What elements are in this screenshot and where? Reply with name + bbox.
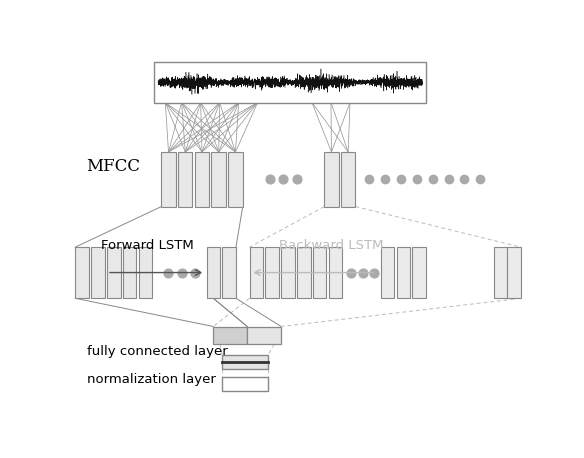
FancyBboxPatch shape	[213, 327, 247, 344]
Point	[475, 175, 485, 183]
FancyBboxPatch shape	[397, 247, 410, 298]
FancyBboxPatch shape	[194, 152, 209, 207]
FancyBboxPatch shape	[228, 152, 243, 207]
FancyBboxPatch shape	[207, 247, 220, 298]
Text: Forward LSTM: Forward LSTM	[101, 240, 194, 252]
FancyBboxPatch shape	[123, 247, 136, 298]
Point	[428, 175, 437, 183]
Point	[347, 269, 356, 276]
FancyBboxPatch shape	[154, 62, 426, 103]
FancyBboxPatch shape	[107, 247, 120, 298]
FancyBboxPatch shape	[223, 355, 267, 369]
Point	[381, 175, 390, 183]
FancyBboxPatch shape	[494, 247, 507, 298]
Point	[279, 175, 288, 183]
FancyBboxPatch shape	[75, 247, 89, 298]
FancyBboxPatch shape	[324, 152, 339, 207]
FancyBboxPatch shape	[381, 247, 394, 298]
FancyBboxPatch shape	[138, 247, 152, 298]
Point	[369, 269, 378, 276]
FancyBboxPatch shape	[249, 247, 263, 298]
Text: normalization layer: normalization layer	[86, 373, 215, 386]
Text: MFCC: MFCC	[86, 158, 141, 174]
FancyBboxPatch shape	[507, 247, 521, 298]
FancyBboxPatch shape	[91, 247, 105, 298]
FancyBboxPatch shape	[265, 247, 279, 298]
Point	[460, 175, 469, 183]
FancyBboxPatch shape	[281, 247, 295, 298]
FancyBboxPatch shape	[297, 247, 311, 298]
FancyBboxPatch shape	[223, 247, 236, 298]
FancyBboxPatch shape	[178, 152, 193, 207]
FancyBboxPatch shape	[412, 247, 426, 298]
Point	[397, 175, 406, 183]
FancyBboxPatch shape	[247, 327, 281, 344]
Point	[190, 269, 200, 276]
Text: fully connected layer: fully connected layer	[86, 345, 227, 359]
Point	[444, 175, 453, 183]
FancyBboxPatch shape	[341, 152, 356, 207]
Point	[265, 175, 274, 183]
Point	[164, 269, 173, 276]
FancyBboxPatch shape	[211, 152, 226, 207]
Point	[365, 175, 374, 183]
FancyBboxPatch shape	[161, 152, 176, 207]
Text: Backward LSTM: Backward LSTM	[279, 240, 383, 252]
Point	[177, 269, 186, 276]
FancyBboxPatch shape	[329, 247, 342, 298]
Point	[358, 269, 367, 276]
Point	[412, 175, 422, 183]
Point	[293, 175, 302, 183]
FancyBboxPatch shape	[313, 247, 326, 298]
FancyBboxPatch shape	[223, 377, 267, 391]
